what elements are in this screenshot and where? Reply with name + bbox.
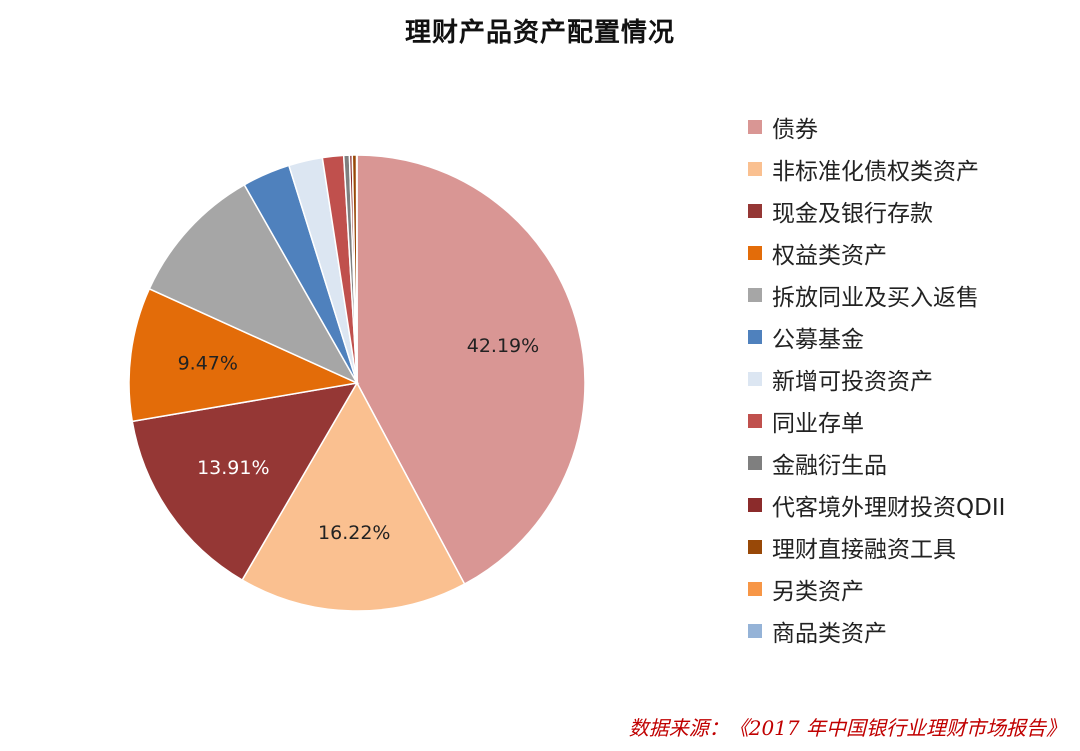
slice-data-label: 42.19% xyxy=(467,335,539,357)
legend-label: 非标准化债权类资产 xyxy=(772,159,979,185)
legend-item: 拆放同业及买入返售 xyxy=(748,274,1005,316)
legend-swatch xyxy=(748,498,762,512)
legend-swatch xyxy=(748,162,762,176)
legend-item: 商品类资产 xyxy=(748,610,1005,652)
legend-swatch xyxy=(748,288,762,302)
legend-item: 另类资产 xyxy=(748,568,1005,610)
slice-data-label: 16.22% xyxy=(318,522,390,544)
legend-label: 金融衍生品 xyxy=(772,453,887,479)
legend-item: 代客境外理财投资QDII xyxy=(748,484,1005,526)
slice-data-label: 13.91% xyxy=(197,457,269,479)
legend-label: 商品类资产 xyxy=(772,621,887,647)
pie-slice xyxy=(148,183,359,385)
pie-slice xyxy=(128,287,360,423)
legend-item: 同业存单 xyxy=(748,400,1005,442)
legend-item: 权益类资产 xyxy=(748,232,1005,274)
legend-label: 另类资产 xyxy=(772,579,864,605)
legend-swatch xyxy=(748,204,762,218)
legend-label: 代客境外理财投资QDII xyxy=(772,495,1006,521)
legend-swatch xyxy=(748,540,762,554)
legend-item: 债券 xyxy=(748,106,1005,148)
legend-swatch xyxy=(748,330,762,344)
legend-item: 公募基金 xyxy=(748,316,1005,358)
legend-item: 新增可投资资产 xyxy=(748,358,1005,400)
slice-data-label: 9.47% xyxy=(178,352,238,374)
chart-legend: 债券非标准化债权类资产 现金及银行存款 权益类资产拆放同业及买入返售 公募基金新增可投… xyxy=(748,106,1005,652)
legend-swatch xyxy=(748,582,762,596)
legend-item: 理财直接融资工具 xyxy=(748,526,1005,568)
pie-slice xyxy=(131,381,359,582)
legend-label: 拆放同业及买入返售 xyxy=(772,285,979,311)
legend-label: 公募基金 xyxy=(772,327,864,353)
legend-label: 理财直接融资工具 xyxy=(772,537,956,563)
pie-slice xyxy=(241,381,466,612)
legend-item: 现金及银行存款 xyxy=(748,190,1005,232)
legend-item: 非标准化债权类资产 xyxy=(748,148,1005,190)
legend-swatch xyxy=(748,456,762,470)
legend-item: 金融衍生品 xyxy=(748,442,1005,484)
legend-label: 债券 xyxy=(772,117,818,143)
pie-slice xyxy=(356,154,586,586)
legend-swatch xyxy=(748,120,762,134)
legend-label: 权益类资产 xyxy=(772,243,887,269)
legend-label: 新增可投资资产 xyxy=(772,369,933,395)
legend-swatch xyxy=(748,414,762,428)
legend-swatch xyxy=(748,246,762,260)
legend-label: 现金及银行存款 xyxy=(772,201,933,227)
chart-title: 理财产品资产配置情况 xyxy=(404,18,675,48)
legend-label: 同业存单 xyxy=(772,411,864,437)
legend-swatch xyxy=(748,624,762,638)
legend-swatch xyxy=(748,372,762,386)
source-note: 数据来源：《2017 年中国银行业理财市场报告》 xyxy=(628,716,1066,740)
